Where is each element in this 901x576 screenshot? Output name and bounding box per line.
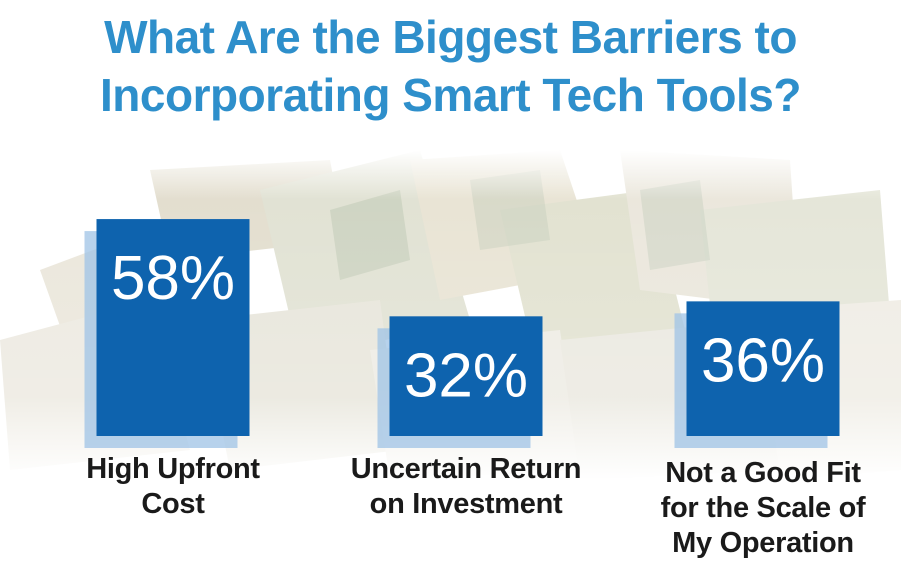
bar-value-label: 36% <box>701 326 825 395</box>
category-label: Not a Good Fit for the Scale of My Operati… <box>633 456 893 561</box>
bar <box>686 301 840 436</box>
category-label-line: My Operation <box>672 527 854 559</box>
chart-title-line-1: What Are the Biggest Barriers to <box>104 11 797 63</box>
bar-value-label: 58% <box>111 244 235 313</box>
bar <box>389 316 543 436</box>
bar <box>96 219 250 436</box>
category-label-line: Uncertain Return <box>350 453 582 485</box>
chart-title: What Are the Biggest Barriers to Incorpo… <box>0 8 901 124</box>
category-label-line: for the Scale of <box>660 492 866 524</box>
category-label-line: Cost <box>141 488 205 520</box>
chart-title-line-2: Incorporating Smart Tech Tools? <box>100 69 801 121</box>
category-label-line: Not a Good Fit <box>665 457 861 489</box>
bar-value-label: 32% <box>404 341 528 410</box>
category-label-line: High Upfront <box>86 453 260 485</box>
category-label-line: on Investment <box>369 488 563 520</box>
category-label: High Upfront Cost <box>43 452 303 522</box>
category-label: Uncertain Return on Investment <box>336 452 596 522</box>
